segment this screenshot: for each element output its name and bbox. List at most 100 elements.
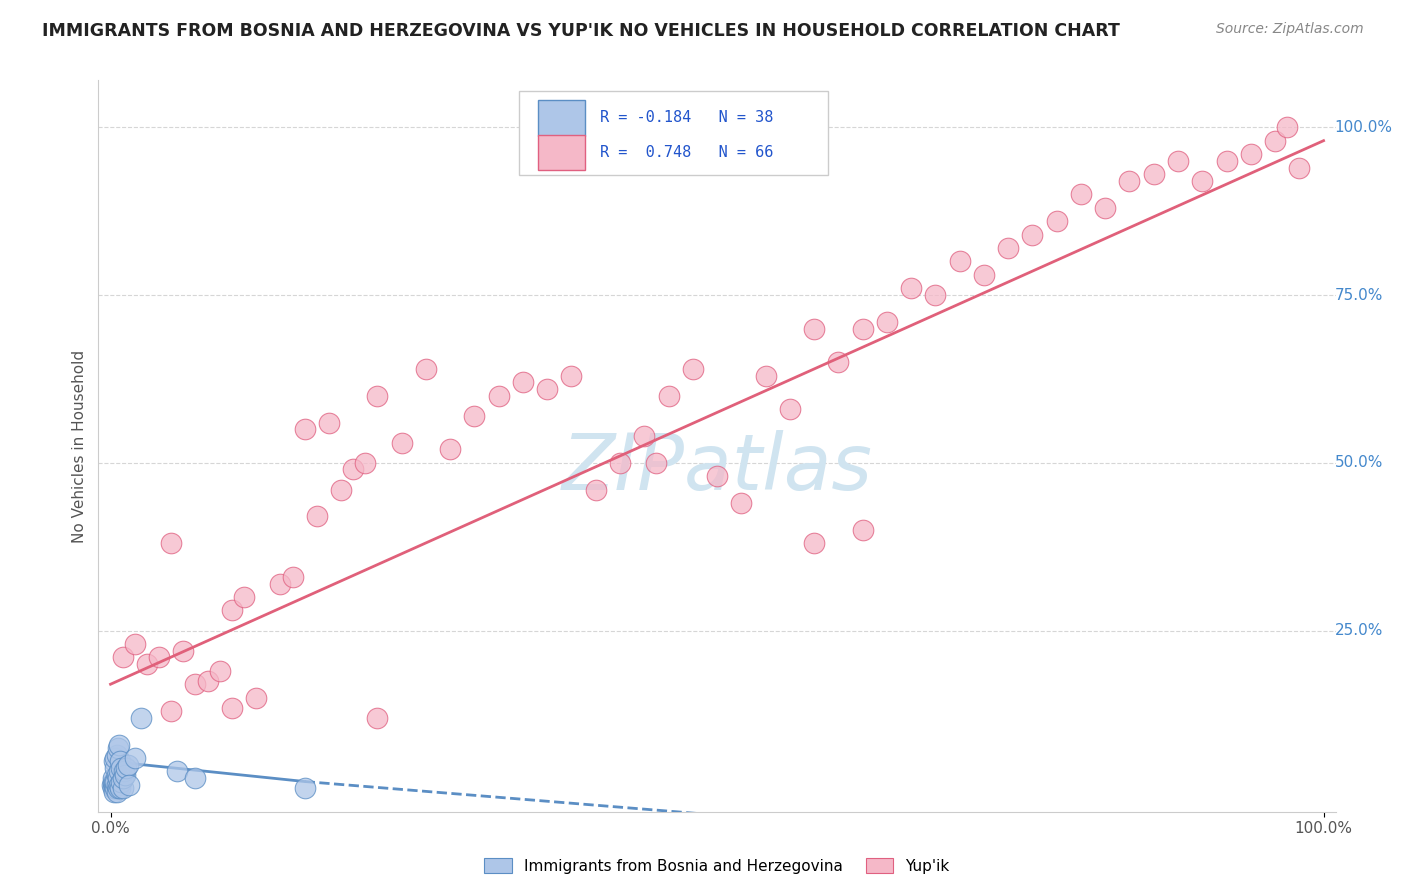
Point (803, 536, 825, 550)
Point (108, 738, 131, 752)
Point (104, 781, 127, 796)
Point (107, 741, 129, 756)
Point (101, 771, 124, 785)
Point (107, 771, 129, 785)
Point (415, 361, 437, 376)
Text: 25.0%: 25.0% (1334, 623, 1384, 638)
Point (111, 781, 134, 796)
Point (730, 496, 752, 510)
Point (330, 483, 353, 497)
Point (208, 664, 231, 678)
Point (997, 241, 1019, 255)
Point (488, 389, 510, 403)
Point (1143, 167, 1166, 181)
Point (115, 761, 138, 775)
Point (112, 764, 135, 779)
Point (354, 456, 377, 470)
Point (105, 784, 128, 798)
Point (129, 711, 152, 725)
Point (110, 761, 132, 775)
Point (1288, 161, 1310, 175)
Point (294, 781, 316, 796)
Point (136, 657, 159, 671)
Point (439, 442, 461, 457)
Point (949, 254, 972, 268)
Point (657, 389, 679, 403)
Point (1191, 174, 1213, 188)
FancyBboxPatch shape (537, 135, 585, 170)
Point (114, 768, 136, 782)
Point (104, 751, 127, 765)
Point (366, 389, 388, 403)
FancyBboxPatch shape (537, 101, 585, 136)
Point (111, 650, 134, 665)
Point (124, 637, 146, 651)
Point (221, 700, 243, 714)
Point (184, 771, 207, 785)
Point (560, 368, 582, 383)
Point (269, 576, 291, 591)
Point (197, 673, 219, 688)
Point (221, 603, 243, 617)
Point (103, 784, 125, 798)
Point (166, 764, 188, 779)
Point (100, 778, 122, 792)
Point (117, 757, 139, 772)
Point (108, 778, 131, 792)
Text: 50.0%: 50.0% (1334, 455, 1384, 470)
Point (876, 315, 898, 329)
Point (318, 416, 340, 430)
Point (104, 761, 127, 775)
Point (645, 456, 668, 470)
Point (973, 268, 995, 282)
Point (105, 747, 128, 762)
Point (105, 768, 128, 782)
Point (110, 755, 132, 769)
Point (103, 778, 125, 792)
Point (1021, 227, 1043, 242)
Point (1094, 201, 1116, 215)
Text: 75.0%: 75.0% (1334, 287, 1384, 302)
Point (184, 677, 207, 691)
Point (366, 711, 388, 725)
Point (342, 462, 364, 476)
Point (118, 778, 141, 792)
Point (585, 483, 607, 497)
Text: Source: ZipAtlas.com: Source: ZipAtlas.com (1216, 22, 1364, 37)
Point (110, 774, 132, 789)
Point (108, 764, 131, 779)
Point (101, 774, 124, 789)
Point (536, 382, 558, 396)
Point (803, 321, 825, 335)
Point (852, 523, 875, 537)
Text: 100.0%: 100.0% (1334, 120, 1393, 135)
Point (281, 570, 304, 584)
Point (463, 409, 485, 423)
FancyBboxPatch shape (519, 91, 828, 176)
Point (633, 429, 655, 443)
Text: R =  0.748   N = 66: R = 0.748 N = 66 (599, 145, 773, 160)
Point (1046, 214, 1069, 228)
Y-axis label: No Vehicles in Household: No Vehicles in Household (72, 350, 87, 542)
Point (245, 690, 267, 705)
Point (160, 536, 183, 550)
Point (682, 361, 704, 376)
Point (512, 376, 534, 390)
Point (105, 778, 128, 792)
Point (755, 368, 778, 383)
Point (1264, 134, 1286, 148)
Point (900, 281, 922, 295)
Point (111, 771, 134, 785)
Point (172, 643, 194, 657)
Point (779, 402, 801, 417)
Point (609, 456, 631, 470)
Text: R = -0.184   N = 38: R = -0.184 N = 38 (599, 111, 773, 126)
Point (391, 435, 413, 450)
Point (103, 755, 125, 769)
Point (1167, 153, 1189, 168)
Point (101, 781, 124, 796)
Point (233, 590, 256, 604)
Legend: Immigrants from Bosnia and Herzegovina, Yup'ik: Immigrants from Bosnia and Herzegovina, … (484, 857, 950, 873)
Point (1240, 147, 1263, 161)
Point (1070, 187, 1092, 202)
